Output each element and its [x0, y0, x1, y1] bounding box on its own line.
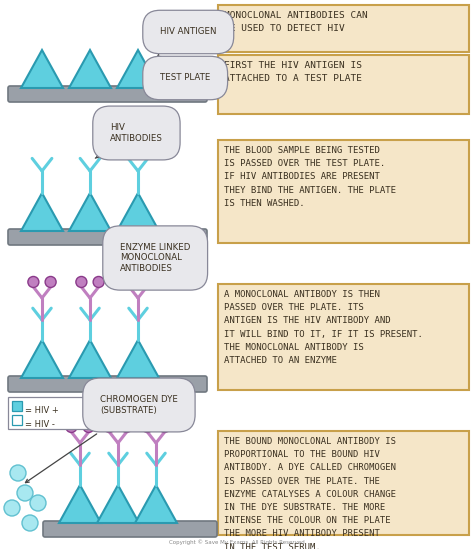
Text: THE BLOOD SAMPLE BEING TESTED
IS PASSED OVER THE TEST PLATE.
IF HIV ANTIBODIES A: THE BLOOD SAMPLE BEING TESTED IS PASSED …	[224, 146, 396, 208]
Text: = HIV +: = HIV +	[25, 406, 59, 415]
Text: HIV ANTIGEN: HIV ANTIGEN	[157, 27, 217, 57]
Polygon shape	[97, 485, 139, 523]
Circle shape	[141, 277, 152, 288]
FancyBboxPatch shape	[8, 86, 207, 102]
Circle shape	[159, 422, 170, 433]
FancyBboxPatch shape	[218, 55, 469, 114]
Text: HIV
ANTIBODIES: HIV ANTIBODIES	[95, 124, 163, 158]
Polygon shape	[21, 50, 63, 88]
Circle shape	[76, 277, 87, 288]
Text: TEST PLATE: TEST PLATE	[160, 74, 210, 91]
FancyBboxPatch shape	[8, 376, 207, 392]
Circle shape	[93, 277, 104, 288]
Circle shape	[124, 277, 135, 288]
Polygon shape	[117, 50, 159, 88]
Bar	[12, 401, 22, 411]
Circle shape	[28, 277, 39, 288]
Bar	[12, 415, 22, 425]
Text: Copyright © Save My Exams. All Rights Reserved: Copyright © Save My Exams. All Rights Re…	[169, 539, 305, 545]
FancyBboxPatch shape	[218, 5, 469, 52]
Circle shape	[45, 277, 56, 288]
Polygon shape	[117, 340, 159, 378]
Circle shape	[83, 422, 94, 433]
Text: FIRST THE HIV ANTIGEN IS
ATTACHED TO A TEST PLATE: FIRST THE HIV ANTIGEN IS ATTACHED TO A T…	[224, 61, 362, 83]
FancyBboxPatch shape	[8, 229, 207, 245]
FancyBboxPatch shape	[218, 140, 469, 243]
Circle shape	[142, 422, 153, 433]
Circle shape	[4, 500, 20, 516]
Text: THE BOUND MONOCLONAL ANTIBODY IS
PROPORTIONAL TO THE BOUND HIV
ANTIBODY. A DYE C: THE BOUND MONOCLONAL ANTIBODY IS PROPORT…	[224, 437, 396, 549]
Text: MONOCLONAL ANTIBODIES CAN
BE USED TO DETECT HIV: MONOCLONAL ANTIBODIES CAN BE USED TO DET…	[224, 11, 368, 33]
Circle shape	[66, 422, 77, 433]
Circle shape	[121, 422, 132, 433]
FancyBboxPatch shape	[218, 431, 469, 535]
Polygon shape	[117, 193, 159, 231]
Polygon shape	[69, 340, 111, 378]
Polygon shape	[59, 485, 101, 523]
Polygon shape	[69, 193, 111, 231]
FancyBboxPatch shape	[43, 521, 217, 537]
Text: CHROMOGEN DYE
(SUBSTRATE): CHROMOGEN DYE (SUBSTRATE)	[26, 395, 178, 483]
FancyBboxPatch shape	[8, 397, 96, 429]
Polygon shape	[21, 340, 63, 378]
Polygon shape	[21, 193, 63, 231]
Text: A MONOCLONAL ANTIBODY IS THEN
PASSED OVER THE PLATE. ITS
ANTIGEN IS THE HIV ANTI: A MONOCLONAL ANTIBODY IS THEN PASSED OVE…	[224, 290, 423, 365]
Circle shape	[104, 422, 115, 433]
FancyBboxPatch shape	[218, 284, 469, 390]
Circle shape	[22, 515, 38, 531]
Circle shape	[10, 465, 26, 481]
Polygon shape	[69, 50, 111, 88]
Circle shape	[17, 485, 33, 501]
Text: = HIV -: = HIV -	[25, 420, 55, 429]
Circle shape	[30, 495, 46, 511]
Polygon shape	[135, 485, 177, 523]
Text: ENZYME LINKED
MONOCLONAL
ANTIBODIES: ENZYME LINKED MONOCLONAL ANTIBODIES	[120, 243, 191, 278]
